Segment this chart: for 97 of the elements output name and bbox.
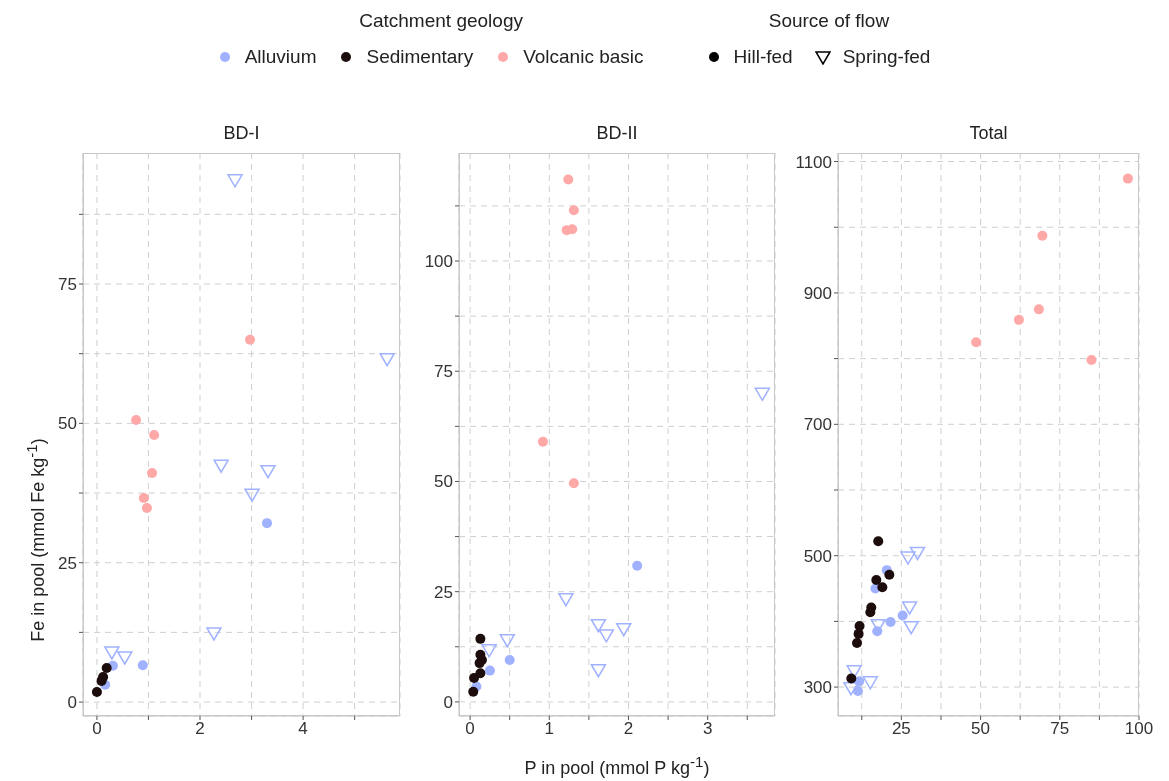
point	[971, 337, 982, 348]
chart-title: BD-I	[222, 123, 261, 144]
y-tick-label: 1100	[795, 152, 832, 172]
point	[567, 224, 578, 235]
point	[563, 174, 574, 185]
point	[244, 488, 260, 502]
legend-label: Volcanic basic	[523, 46, 644, 68]
y-tick-label: 100	[424, 252, 453, 272]
point	[558, 592, 574, 607]
point	[104, 646, 120, 660]
point	[1037, 230, 1048, 241]
text: Hill-fed	[733, 46, 793, 68]
x-tick-label: 0	[92, 719, 102, 739]
x-tick-label: 1	[544, 719, 555, 739]
y-tick-label: 0	[67, 693, 77, 713]
point	[852, 638, 863, 649]
point	[568, 205, 579, 216]
y-tick-label: 75	[434, 362, 453, 382]
point	[590, 618, 607, 633]
legend-label: Sedimentary	[366, 46, 474, 68]
point	[141, 503, 152, 514]
chart-title: BD-II	[595, 123, 639, 144]
x-axis-title: P in pool (mmol P kg$^{-1}$)	[523, 753, 711, 779]
point	[227, 174, 243, 188]
point	[568, 478, 579, 489]
point	[149, 430, 160, 441]
point	[499, 633, 516, 648]
point	[615, 622, 632, 637]
point	[873, 536, 884, 547]
y-tick-label: 50	[58, 414, 77, 434]
point	[245, 334, 256, 345]
point	[632, 560, 643, 571]
point	[484, 665, 495, 676]
point	[877, 582, 888, 593]
legend-title: Catchment geology	[358, 10, 524, 32]
legend-label: Alluvium	[244, 46, 317, 68]
point	[379, 352, 395, 367]
y-tick-label: 500	[803, 546, 832, 566]
point	[846, 664, 862, 679]
point	[91, 687, 102, 698]
point	[117, 651, 133, 665]
y-tick-label: 75	[58, 275, 77, 295]
y-tick-label: 25	[58, 553, 77, 573]
point	[206, 627, 222, 641]
point	[846, 673, 857, 684]
point	[754, 387, 771, 402]
y-tick-label: 700	[803, 415, 832, 435]
point	[1013, 314, 1024, 325]
point	[901, 601, 918, 615]
point	[903, 620, 919, 635]
x-tick-label: 2	[195, 719, 205, 739]
y-tick-label: 25	[434, 582, 453, 602]
point	[469, 673, 480, 684]
point	[865, 607, 876, 618]
x-tick-label: 25	[891, 719, 911, 739]
point	[843, 682, 859, 696]
point	[131, 415, 142, 426]
point	[598, 629, 615, 643]
x-tick-label: 2	[623, 719, 634, 739]
point	[137, 660, 148, 671]
x-tick-label: 75	[1050, 719, 1070, 739]
point	[475, 633, 486, 644]
point	[213, 459, 229, 473]
point	[884, 569, 895, 580]
x-tick-label: 0	[465, 719, 475, 739]
x-tick-label: 3	[702, 719, 713, 739]
point	[262, 518, 273, 529]
point	[897, 610, 908, 621]
y-tick-label: 900	[803, 283, 832, 303]
point	[101, 663, 112, 674]
x-tick-label: 50	[971, 719, 991, 739]
point	[853, 628, 864, 639]
point	[885, 617, 896, 628]
point	[468, 686, 479, 697]
point	[1086, 354, 1097, 365]
y-tick-label: 50	[434, 472, 453, 492]
point	[147, 467, 158, 478]
point	[862, 676, 879, 690]
y-tick-label: 0	[443, 692, 453, 712]
x-tick-label: 4	[298, 719, 308, 739]
point	[138, 493, 149, 504]
x-tick-label: 100	[1124, 719, 1154, 739]
point	[871, 575, 882, 586]
point	[1122, 173, 1133, 184]
point	[1033, 304, 1044, 315]
point	[481, 644, 497, 658]
point	[504, 655, 515, 666]
point	[909, 546, 926, 561]
point	[852, 686, 863, 697]
source-note: Source of flow	[767, 10, 891, 32]
y-tick-label: 300	[803, 678, 832, 698]
point	[590, 663, 607, 678]
point	[537, 436, 548, 447]
text: Spring-fed	[842, 46, 931, 68]
chart-title: Total	[968, 123, 1009, 144]
point	[260, 464, 276, 479]
point	[900, 551, 916, 565]
